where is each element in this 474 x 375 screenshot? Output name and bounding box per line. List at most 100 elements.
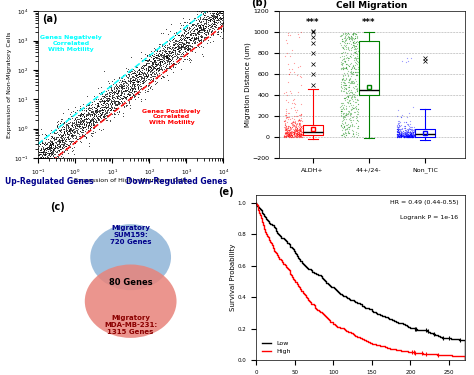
Point — [287, 129, 294, 135]
Point — [146, 71, 154, 77]
Point — [410, 129, 417, 135]
Point — [109, 105, 117, 111]
Point — [205, 8, 213, 14]
Point — [36, 155, 44, 161]
Point — [106, 117, 113, 123]
Point — [183, 56, 191, 62]
Point — [163, 65, 171, 71]
Point — [142, 57, 150, 63]
Point — [37, 154, 45, 160]
Point — [116, 93, 124, 99]
Point — [141, 71, 149, 77]
Point — [98, 107, 106, 113]
Point — [46, 142, 54, 148]
Point — [348, 90, 356, 96]
Point — [146, 66, 153, 72]
Point — [92, 110, 100, 116]
Point — [152, 57, 159, 63]
Point — [100, 106, 108, 112]
Point — [182, 35, 189, 41]
Point — [115, 83, 123, 89]
Point — [204, 23, 211, 29]
Point — [181, 32, 188, 38]
Point — [152, 52, 160, 58]
Point — [91, 107, 99, 113]
Point — [146, 52, 154, 58]
Point — [129, 74, 137, 80]
Point — [396, 133, 404, 139]
Point — [107, 88, 115, 94]
Point — [96, 118, 103, 124]
Point — [410, 132, 418, 138]
Point — [200, 26, 208, 32]
Point — [175, 46, 182, 53]
Point — [298, 128, 305, 134]
Point — [284, 130, 292, 136]
Point — [43, 132, 50, 138]
Point — [47, 141, 55, 147]
Point — [70, 133, 77, 139]
Point — [145, 70, 152, 76]
Point — [41, 155, 49, 161]
Point — [339, 121, 347, 127]
Point — [203, 8, 210, 14]
Point — [103, 112, 110, 118]
Point — [66, 125, 74, 131]
Point — [177, 66, 184, 72]
Point — [174, 32, 182, 38]
Point — [128, 79, 136, 85]
Point — [164, 38, 171, 44]
Point — [296, 123, 303, 129]
Point — [191, 36, 199, 42]
Point — [281, 118, 288, 124]
Point — [340, 114, 347, 120]
Point — [146, 74, 154, 80]
Point — [122, 94, 129, 100]
Point — [44, 150, 51, 156]
Point — [169, 60, 177, 66]
Point — [152, 59, 159, 65]
Point — [207, 14, 214, 20]
Point — [38, 140, 46, 146]
Point — [85, 119, 93, 125]
Point — [116, 100, 123, 106]
Point — [340, 86, 347, 92]
Point — [341, 120, 348, 126]
Point — [159, 41, 166, 47]
Point — [124, 66, 132, 72]
Point — [206, 16, 213, 22]
Point — [88, 104, 96, 110]
Point — [99, 109, 106, 115]
Point — [114, 84, 121, 90]
Point — [51, 155, 58, 161]
Point — [44, 152, 51, 158]
Point — [48, 140, 55, 146]
Point — [50, 155, 57, 161]
Point — [282, 129, 289, 135]
Point — [211, 13, 219, 19]
Point — [286, 132, 293, 138]
Point — [118, 92, 125, 98]
Point — [119, 84, 127, 90]
Point — [191, 39, 199, 45]
Point — [346, 63, 353, 69]
Point — [118, 90, 126, 96]
Point — [119, 93, 127, 99]
Point — [406, 126, 414, 132]
Point — [44, 144, 51, 150]
Point — [348, 93, 356, 99]
Point — [407, 124, 414, 130]
Point — [153, 62, 161, 68]
Point — [108, 92, 116, 98]
Point — [196, 22, 204, 28]
Point — [163, 57, 170, 63]
Point — [64, 130, 71, 136]
Point — [96, 90, 103, 96]
Point — [210, 22, 218, 28]
Point — [146, 82, 153, 88]
Point — [394, 132, 401, 138]
Point — [206, 24, 214, 30]
Point — [400, 118, 408, 124]
Point — [114, 90, 122, 96]
Point — [36, 155, 44, 161]
